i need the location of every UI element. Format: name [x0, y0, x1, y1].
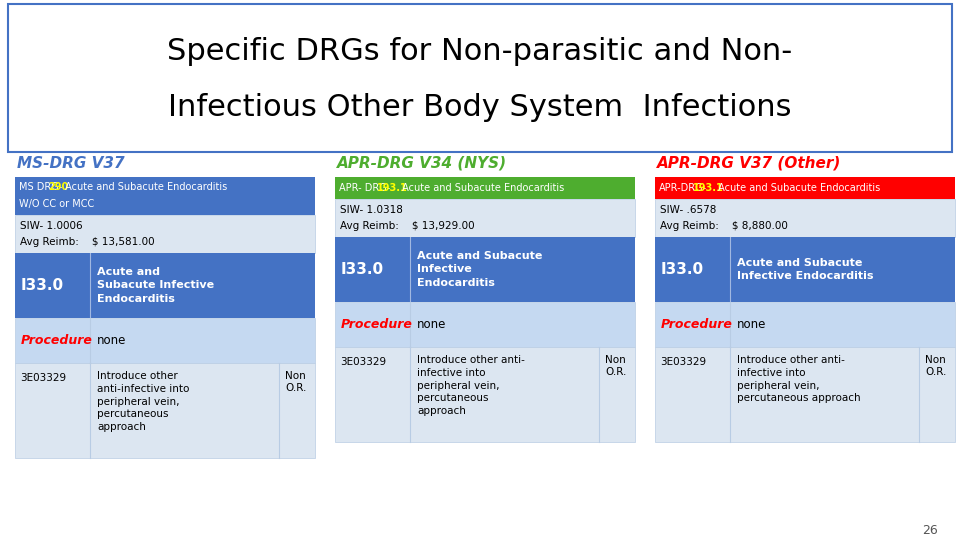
Text: Acute and Subacute Endocarditis: Acute and Subacute Endocarditis [715, 183, 880, 193]
Bar [655, 237, 955, 302]
Text: W/O CC or MCC: W/O CC or MCC [19, 199, 94, 209]
Text: APR-DRG V34 (NYS): APR-DRG V34 (NYS) [337, 156, 507, 171]
Bar [15, 253, 315, 318]
Text: I33.0: I33.0 [21, 278, 64, 293]
Text: Procedure: Procedure [341, 318, 413, 331]
Text: SIW- .6578: SIW- .6578 [660, 205, 716, 215]
Bar [15, 318, 315, 363]
Text: 3E03329: 3E03329 [660, 357, 707, 367]
Bar [655, 177, 955, 199]
Text: MS-DRG V37: MS-DRG V37 [17, 156, 125, 171]
Text: none: none [97, 334, 127, 347]
Text: MS DRG-: MS DRG- [19, 182, 62, 192]
Text: 193.1: 193.1 [376, 183, 408, 193]
Text: Procedure: Procedure [661, 318, 732, 331]
Bar [335, 199, 635, 237]
Text: Acute and Subacute
Infective
Endocarditis: Acute and Subacute Infective Endocarditi… [417, 251, 542, 288]
Text: Avg Reimb:    $ 13,581.00: Avg Reimb: $ 13,581.00 [20, 237, 155, 247]
FancyBboxPatch shape [8, 4, 952, 152]
Text: Introduce other anti-
infective into
peripheral vein,
percutaneous
approach: Introduce other anti- infective into per… [417, 355, 525, 416]
Text: Specific DRGs for Non-parasitic and Non-: Specific DRGs for Non-parasitic and Non- [167, 37, 793, 66]
Text: 290: 290 [48, 182, 69, 192]
Text: Acute and Subacute
Infective Endocarditis: Acute and Subacute Infective Endocarditi… [737, 258, 874, 281]
Text: Non
O.R.: Non O.R. [285, 371, 306, 393]
Text: SIW- 1.0318: SIW- 1.0318 [340, 205, 403, 215]
Bar [335, 177, 635, 199]
Text: Acute and Subacute Endocarditis: Acute and Subacute Endocarditis [61, 182, 228, 192]
Text: Avg Reimb:    $ 8,880.00: Avg Reimb: $ 8,880.00 [660, 221, 788, 231]
Bar [655, 199, 955, 237]
Text: APR- DRG-: APR- DRG- [339, 183, 391, 193]
Text: Avg Reimb:    $ 13,929.00: Avg Reimb: $ 13,929.00 [340, 221, 474, 231]
Text: APR-DRG-: APR-DRG- [659, 183, 708, 193]
Text: Non
O.R.: Non O.R. [925, 355, 947, 376]
Text: Infectious Other Body System  Infections: Infectious Other Body System Infections [168, 93, 792, 123]
Text: Non
O.R.: Non O.R. [605, 355, 626, 376]
Bar [15, 363, 315, 458]
Text: 193.1: 193.1 [692, 183, 723, 193]
Text: APR-DRG V37 (Other): APR-DRG V37 (Other) [657, 156, 841, 171]
Bar [335, 347, 635, 442]
Text: 3E03329: 3E03329 [340, 357, 386, 367]
Text: none: none [417, 318, 446, 331]
Bar [335, 302, 635, 347]
Bar [15, 215, 315, 253]
Text: Procedure: Procedure [21, 334, 93, 347]
Text: 26: 26 [923, 523, 938, 537]
Text: none: none [737, 318, 766, 331]
Text: I33.0: I33.0 [661, 262, 704, 277]
Bar [335, 237, 635, 302]
Text: Acute and
Subacute Infective
Endocarditis: Acute and Subacute Infective Endocarditi… [97, 267, 214, 303]
Bar [15, 177, 315, 215]
Text: Introduce other anti-
infective into
peripheral vein,
percutaneous approach: Introduce other anti- infective into per… [737, 355, 860, 403]
Bar [655, 347, 955, 442]
Bar [655, 302, 955, 347]
Text: Introduce other
anti-infective into
peripheral vein,
percutaneous
approach: Introduce other anti-infective into peri… [97, 371, 189, 432]
Text: 3E03329: 3E03329 [20, 373, 66, 383]
Text: SIW- 1.0006: SIW- 1.0006 [20, 221, 83, 231]
Text: Acute and Subacute Endocarditis: Acute and Subacute Endocarditis [399, 183, 564, 193]
Text: I33.0: I33.0 [341, 262, 384, 277]
